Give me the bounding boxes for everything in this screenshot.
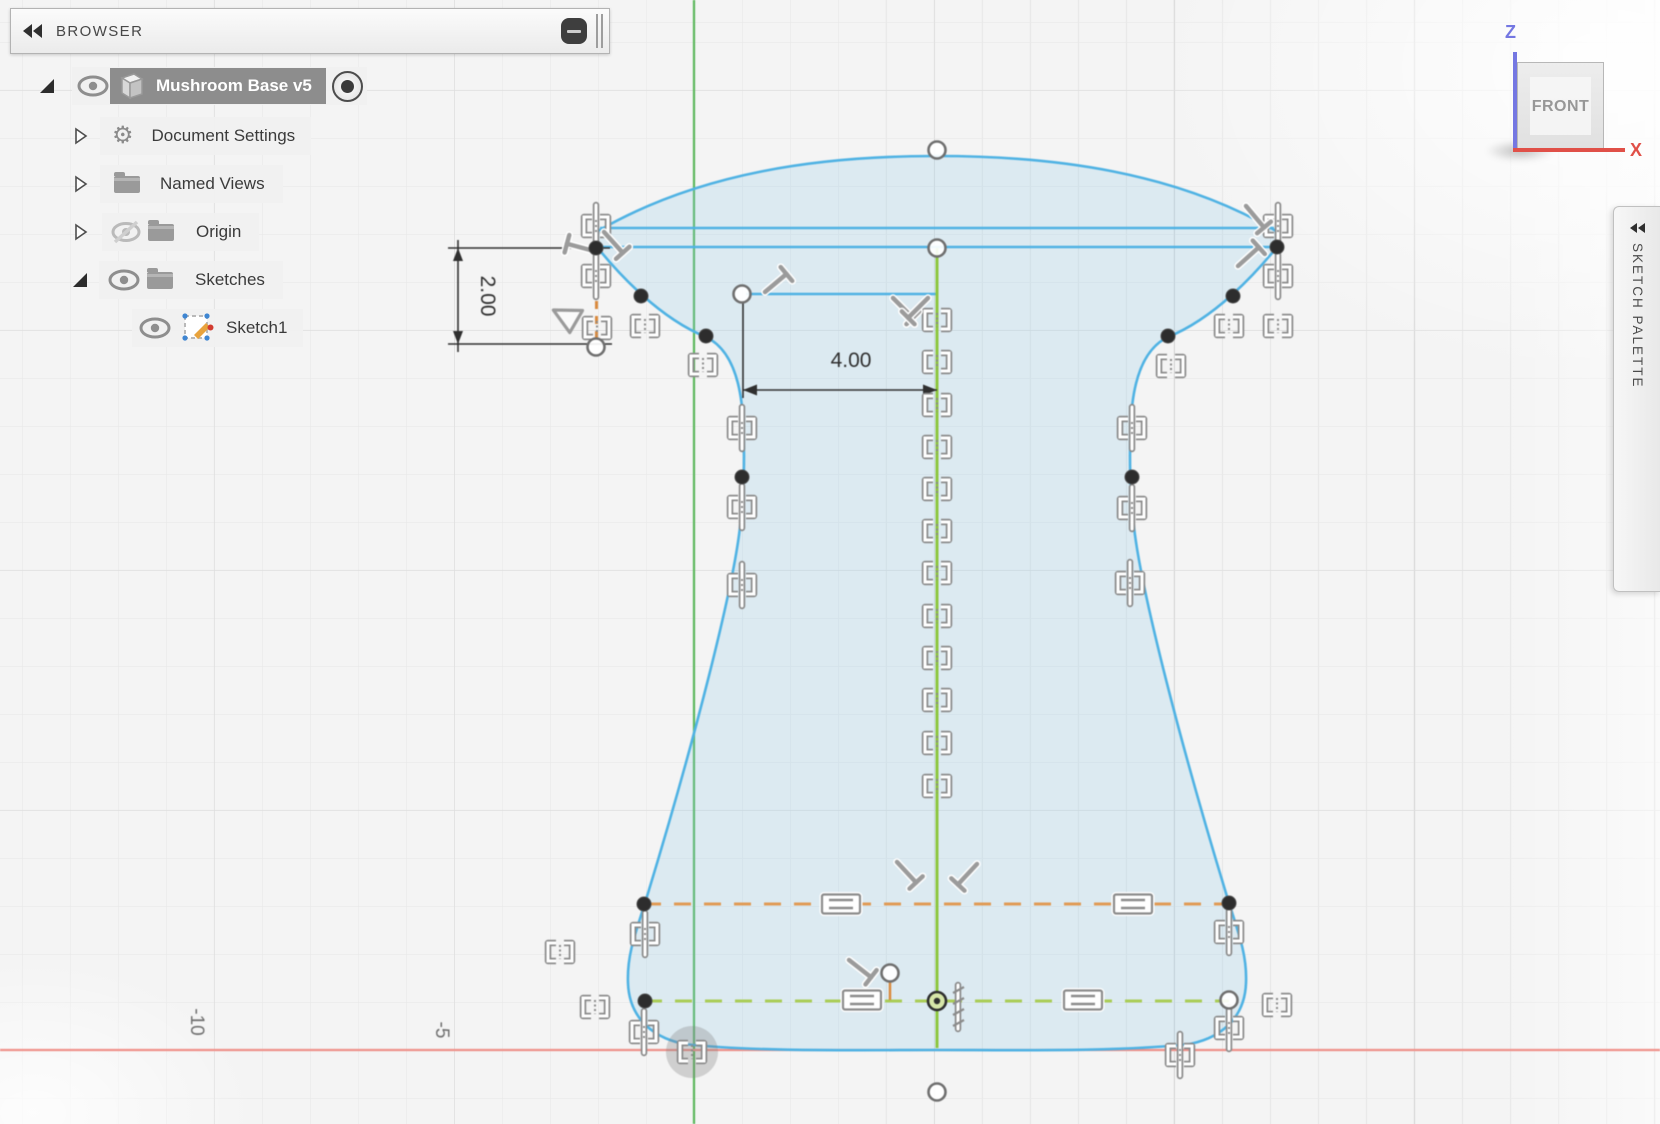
folder-icon	[147, 267, 173, 289]
visibility-eye-icon[interactable]	[76, 71, 110, 101]
dimension-4-00[interactable]: 4.00	[742, 302, 937, 398]
dimension-4-00-value: 4.00	[831, 349, 872, 372]
tree-row-origin[interactable]: Origin	[74, 213, 260, 251]
dimension-2-00-value: 2.00	[476, 276, 499, 317]
component-cube-icon	[120, 73, 144, 100]
expand-caret-icon[interactable]	[40, 79, 54, 93]
expand-caret-icon[interactable]	[73, 273, 87, 287]
tree-item-label: Named Views	[160, 174, 265, 193]
tree-row-document-settings[interactable]: ⚙ Document Settings	[74, 117, 312, 155]
triangle-handle	[551, 308, 585, 335]
collapsed-caret-icon[interactable]	[74, 223, 88, 241]
component-name: Mushroom Base v5	[156, 76, 312, 95]
folder-icon	[148, 219, 174, 241]
selected-constraint-halo	[666, 1026, 718, 1078]
axis-label-minus10: -10	[186, 1008, 207, 1035]
tree-item-label: Sketch1	[226, 318, 288, 337]
visibility-eye-icon[interactable]	[107, 265, 141, 295]
browser-panel-title: BROWSER	[56, 22, 144, 40]
viewcube-z-axis-line	[1513, 52, 1517, 152]
tangent-handles[interactable]	[551, 200, 1271, 984]
tree-row-component[interactable]: Mushroom Base v5	[40, 67, 367, 105]
tree-row-sketches[interactable]: Sketches	[73, 261, 283, 299]
sketch-points[interactable]	[586, 140, 1285, 1102]
selected-component-row[interactable]: Mushroom Base v5	[110, 68, 326, 104]
sketch-origin-point	[926, 990, 948, 1012]
browser-resize-handle[interactable]	[595, 12, 605, 50]
tree-row-named-views[interactable]: Named Views	[74, 165, 283, 203]
browser-panel-header[interactable]: BROWSER	[10, 8, 610, 54]
expand-palette-icon[interactable]	[1630, 223, 1645, 233]
tree-row-sketch1[interactable]: Sketch1	[132, 309, 304, 347]
tree-item-label: Document Settings	[151, 126, 296, 145]
viewcube-z-label: Z	[1505, 22, 1516, 42]
activate-component-radio[interactable]	[331, 70, 363, 102]
collapse-browser-icon[interactable]	[23, 24, 42, 38]
dimension-2-00[interactable]: 2.00	[448, 240, 612, 352]
collapsed-caret-icon[interactable]	[74, 127, 88, 145]
visibility-eye-icon[interactable]	[138, 313, 172, 343]
folder-icon	[114, 171, 140, 193]
axis-label-minus5: -5	[431, 1022, 452, 1039]
tree-item-label: Origin	[196, 222, 242, 241]
viewcube-x-label: X	[1630, 140, 1643, 160]
viewcube-front-face[interactable]: FRONT	[1531, 98, 1590, 115]
collapsed-caret-icon[interactable]	[74, 175, 88, 193]
viewcube-x-axis-line	[1513, 148, 1625, 152]
viewcube[interactable]: FRONT	[1517, 62, 1604, 152]
sketch-palette-tab[interactable]: SKETCH PALETTE	[1613, 206, 1660, 592]
tree-item-label: Sketches	[195, 270, 265, 289]
sketch-icon	[182, 313, 214, 341]
visibility-off-eye-icon[interactable]	[110, 217, 142, 247]
sketch-palette-title: SKETCH PALETTE	[1630, 243, 1645, 389]
gear-icon: ⚙	[112, 122, 134, 149]
browser-minus-icon[interactable]	[561, 18, 587, 44]
